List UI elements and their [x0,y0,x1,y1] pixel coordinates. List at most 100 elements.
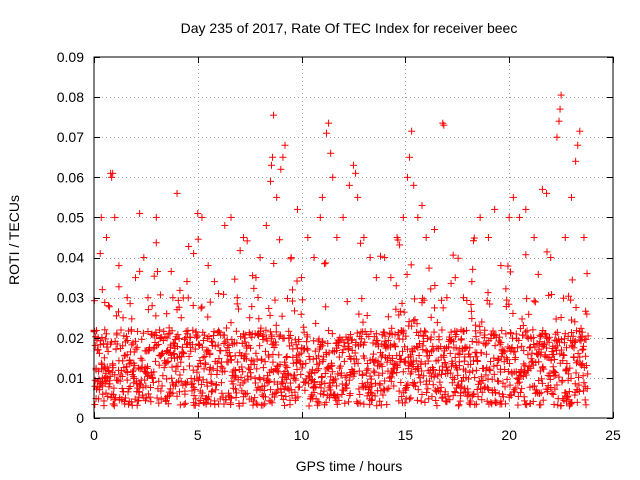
plot-frame [93,56,614,419]
data-point [160,364,168,372]
data-point [144,306,152,314]
data-point [542,330,550,338]
data-point [440,353,448,361]
data-point [252,379,260,387]
data-point [194,209,202,217]
data-point [577,324,585,332]
data-point [212,381,220,389]
data-point [205,333,213,341]
data-point [337,362,345,370]
data-point [351,349,359,357]
data-point [152,312,160,320]
data-point [473,385,481,393]
data-point [381,377,389,385]
data-point [177,377,185,385]
data-point [582,362,590,370]
data-point [304,234,312,241]
data-point [547,254,555,262]
data-point [576,353,584,361]
data-point [571,380,579,388]
data-point [451,353,459,361]
data-point [478,396,486,404]
data-point [298,296,306,304]
data-point [232,367,240,375]
data-point [241,354,249,362]
data-point [469,265,477,273]
data-point [288,286,296,294]
data-point [543,334,551,342]
data-point [255,315,263,323]
data-point [207,400,215,408]
data-point [521,328,529,336]
data-point [229,340,237,348]
data-point [443,294,451,302]
data-point [183,330,191,338]
data-point [205,393,213,401]
data-point [499,379,507,387]
data-point [348,336,356,344]
data-point [350,368,358,376]
data-point [165,330,173,338]
data-point [202,360,210,368]
data-point [266,386,274,394]
data-point [298,364,306,372]
data-point [518,342,526,350]
data-point [261,358,269,366]
data-point [398,347,406,355]
data-point [317,384,325,392]
data-point [357,239,365,247]
data-point [575,381,583,389]
data-point [283,295,291,303]
data-point [467,360,475,368]
data-point [130,348,138,356]
data-point [537,401,545,409]
data-point [525,310,533,318]
data-point [516,378,524,386]
data-point [379,369,387,377]
data-point [383,385,391,393]
data-point [343,384,351,392]
data-point [504,356,512,364]
data-point [526,344,534,352]
data-point [338,391,346,399]
data-point [214,341,222,349]
data-point [582,352,590,360]
data-point [399,213,407,221]
data-point [406,153,414,161]
data-point [493,361,501,369]
data-point [395,311,403,319]
data-point [304,346,312,354]
data-point [195,373,203,381]
data-point [261,382,269,390]
data-point [220,400,228,408]
data-point [175,303,183,311]
data-point [395,387,403,395]
data-point [246,366,254,374]
data-point [156,291,164,299]
data-point [267,397,275,405]
data-point [447,369,455,377]
data-point [484,289,492,297]
data-point [302,359,310,367]
data-point [200,365,208,373]
data-point [531,298,539,306]
data-point [252,399,260,407]
data-point [457,389,465,397]
data-point [384,313,392,321]
data-point [144,372,152,380]
data-points [90,91,592,410]
data-point [155,377,163,385]
data-point [201,352,209,360]
data-point [516,213,524,221]
y-tick-label: 0.02 [57,330,84,346]
data-point [567,400,575,408]
data-point [208,379,216,387]
data-point [496,368,504,376]
data-point [567,193,575,201]
data-point [548,291,556,299]
data-point [564,392,572,400]
data-point [417,358,425,366]
data-point [325,349,333,357]
data-point [531,382,539,390]
data-point [355,310,363,318]
